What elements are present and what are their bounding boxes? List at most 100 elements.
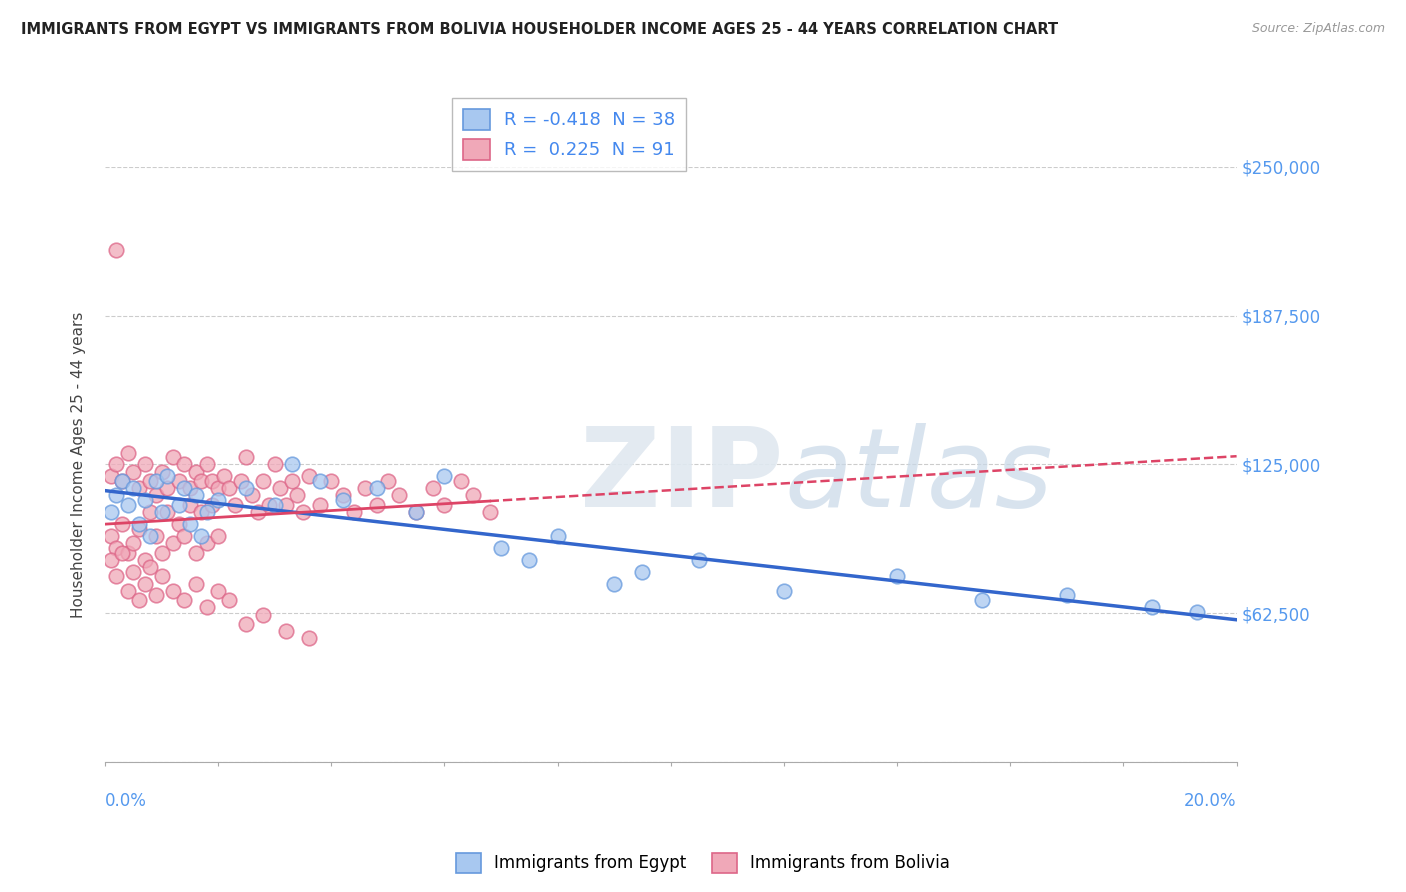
Point — [111, 545, 134, 559]
Legend: R = -0.418  N = 38, R =  0.225  N = 91: R = -0.418 N = 38, R = 0.225 N = 91 — [451, 98, 686, 170]
Point — [388, 488, 411, 502]
Point — [195, 458, 218, 472]
Point — [156, 481, 179, 495]
Point — [179, 516, 201, 531]
Point — [773, 583, 796, 598]
Point — [162, 583, 184, 598]
Point — [970, 593, 993, 607]
Point — [252, 607, 274, 622]
Point — [1056, 589, 1078, 603]
Point — [105, 488, 128, 502]
Point — [128, 593, 150, 607]
Point — [111, 474, 134, 488]
Point — [240, 488, 263, 502]
Point — [688, 552, 710, 566]
Point — [207, 493, 229, 508]
Point — [139, 505, 162, 519]
Point — [263, 458, 285, 472]
Point — [1185, 605, 1208, 619]
Point — [134, 493, 156, 508]
Point — [173, 593, 195, 607]
Point — [274, 624, 297, 639]
Point — [603, 576, 626, 591]
Point — [218, 593, 240, 607]
Point — [405, 505, 427, 519]
Point — [332, 493, 354, 508]
Point — [298, 632, 321, 646]
Point — [179, 498, 201, 512]
Point — [145, 589, 167, 603]
Point — [257, 498, 280, 512]
Point — [150, 465, 173, 479]
Point — [405, 505, 427, 519]
Point — [280, 458, 302, 472]
Point — [100, 552, 122, 566]
Point — [886, 569, 908, 583]
Point — [309, 474, 332, 488]
Point — [547, 529, 569, 543]
Point — [218, 481, 240, 495]
Point — [252, 474, 274, 488]
Point — [105, 541, 128, 555]
Text: 20.0%: 20.0% — [1184, 792, 1237, 810]
Point — [134, 552, 156, 566]
Text: atlas: atlas — [785, 423, 1053, 530]
Point — [122, 536, 145, 550]
Point — [321, 474, 343, 488]
Point — [117, 583, 139, 598]
Point — [167, 474, 190, 488]
Point — [167, 516, 190, 531]
Point — [235, 617, 257, 632]
Point — [332, 488, 354, 502]
Point — [229, 474, 252, 488]
Point — [128, 522, 150, 536]
Point — [139, 529, 162, 543]
Point — [201, 498, 224, 512]
Point — [631, 565, 654, 579]
Point — [207, 481, 229, 495]
Point — [517, 552, 540, 566]
Point — [235, 450, 257, 465]
Point — [100, 529, 122, 543]
Point — [128, 481, 150, 495]
Y-axis label: Householder Income Ages 25 - 44 years: Householder Income Ages 25 - 44 years — [72, 311, 86, 617]
Point — [274, 498, 297, 512]
Point — [433, 469, 456, 483]
Point — [450, 474, 472, 488]
Point — [190, 505, 212, 519]
Text: ZIP: ZIP — [581, 423, 783, 530]
Point — [122, 481, 145, 495]
Point — [366, 498, 388, 512]
Point — [117, 545, 139, 559]
Point — [134, 458, 156, 472]
Point — [150, 569, 173, 583]
Point — [224, 498, 246, 512]
Point — [145, 474, 167, 488]
Point — [298, 469, 321, 483]
Point — [173, 458, 195, 472]
Point — [377, 474, 399, 488]
Legend: Immigrants from Egypt, Immigrants from Bolivia: Immigrants from Egypt, Immigrants from B… — [450, 847, 956, 880]
Point — [184, 576, 207, 591]
Point — [145, 488, 167, 502]
Point — [195, 536, 218, 550]
Point — [280, 474, 302, 488]
Point — [156, 505, 179, 519]
Point — [285, 488, 308, 502]
Point — [343, 505, 366, 519]
Point — [117, 445, 139, 459]
Point — [433, 498, 456, 512]
Point — [150, 505, 173, 519]
Point — [100, 469, 122, 483]
Point — [207, 529, 229, 543]
Point — [162, 536, 184, 550]
Point — [150, 545, 173, 559]
Point — [173, 529, 195, 543]
Point — [111, 516, 134, 531]
Text: 0.0%: 0.0% — [105, 792, 146, 810]
Point — [489, 541, 512, 555]
Point — [122, 565, 145, 579]
Point — [478, 505, 501, 519]
Point — [184, 488, 207, 502]
Point — [190, 529, 212, 543]
